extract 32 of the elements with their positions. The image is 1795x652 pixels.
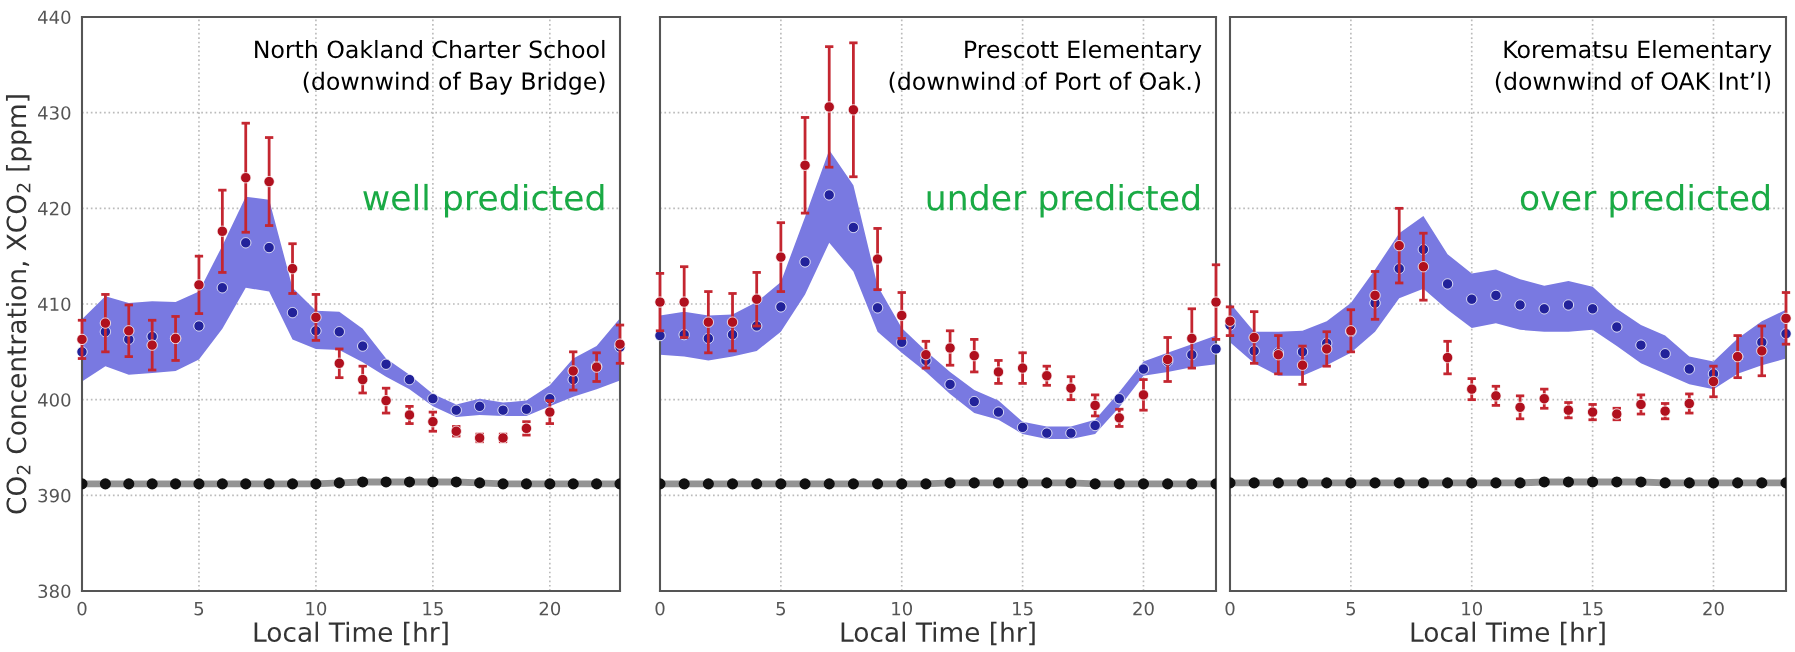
x-axis-title: Local Time [hr] xyxy=(1411,621,1605,646)
annotation: North Oakland Charter School (downwind of Bay Bridge) xyxy=(255,39,605,95)
x-tick-label: 15 xyxy=(423,601,443,616)
x-tick-label: 20 xyxy=(1133,601,1154,616)
annotation: under predicted xyxy=(927,183,1199,218)
x-tick-label: 0 xyxy=(1225,601,1235,616)
x-axis-title: Local Time [hr] xyxy=(254,621,448,646)
x-tick-label: 15 xyxy=(1013,601,1033,616)
annotation: well predicted xyxy=(363,183,604,218)
x-tick-label: 15 xyxy=(1583,601,1603,616)
x-axis-title: Local Time [hr] xyxy=(841,621,1035,646)
y-tick-label: 400 xyxy=(38,393,71,407)
y-tick-label: 390 xyxy=(38,488,71,503)
x-tick-label: 20 xyxy=(1703,601,1724,616)
y-tick-label: 430 xyxy=(38,106,71,120)
y-tick-label: 410 xyxy=(38,297,71,312)
x-tick-label: 10 xyxy=(892,601,913,616)
y-tick-label: 420 xyxy=(38,201,71,216)
y-tick-label: 380 xyxy=(38,584,71,599)
y-tick-label: 440 xyxy=(38,10,71,25)
annotation: over predicted xyxy=(1520,183,1769,218)
y-axis-title: CO$_{2}$ Concentration, XCO$_{2}$ [ppm] xyxy=(5,95,32,514)
annotation: Prescott Elementary (downwind of Port of Oak.) xyxy=(889,39,1202,93)
x-tick-label: 5 xyxy=(194,601,204,616)
x-tick-label: 20 xyxy=(539,601,561,616)
x-tick-label: 0 xyxy=(77,601,87,616)
x-tick-label: 0 xyxy=(655,601,665,616)
x-tick-label: 5 xyxy=(1346,601,1356,616)
annotation: Korematsu Elementary (downwind of OAK Int’l) xyxy=(1495,39,1772,93)
x-tick-label: 5 xyxy=(776,601,786,616)
x-tick-label: 10 xyxy=(1462,601,1483,616)
x-tick-label: 10 xyxy=(306,601,327,616)
